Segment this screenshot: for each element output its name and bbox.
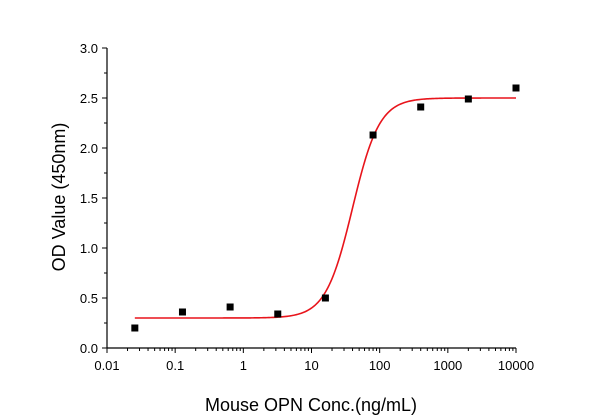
x-tick-label: 1000 — [433, 358, 462, 373]
x-axis-title: Mouse OPN Conc.(ng/mL) — [205, 395, 417, 415]
y-tick-label: 3.0 — [80, 41, 98, 56]
data-point — [321, 294, 329, 302]
x-tick-label: 10 — [304, 358, 318, 373]
data-point — [131, 324, 139, 332]
data-point — [274, 310, 282, 318]
y-tick-label: 0.5 — [80, 291, 98, 306]
x-tick-label: 0.1 — [166, 358, 184, 373]
x-tick-label: 1 — [240, 358, 247, 373]
x-tick-label: 100 — [369, 358, 391, 373]
y-tick-label: 1.5 — [80, 191, 98, 206]
data-point — [512, 84, 520, 92]
y-tick-label: 0.0 — [80, 341, 98, 356]
data-point — [417, 103, 425, 111]
y-tick-label: 2.0 — [80, 141, 98, 156]
y-tick-label: 2.5 — [80, 91, 98, 106]
fit-curve-layer — [134, 97, 516, 319]
x-tick-label: 10000 — [498, 358, 534, 373]
data-point — [369, 131, 377, 139]
fit-curve-line — [134, 97, 516, 319]
data-point — [226, 303, 234, 311]
axes: 0.01 0.1 1 10 100 1000 10000 0.0 0.5 1.0 1.5 2.0 2.5… — [80, 41, 534, 373]
y-tick-label: 1.0 — [80, 241, 98, 256]
data-points-layer — [131, 84, 520, 332]
data-point — [464, 95, 472, 103]
data-point — [178, 308, 186, 316]
x-tick-label: 0.01 — [94, 358, 119, 373]
y-axis-title: OD Value (450nm) — [49, 123, 69, 272]
